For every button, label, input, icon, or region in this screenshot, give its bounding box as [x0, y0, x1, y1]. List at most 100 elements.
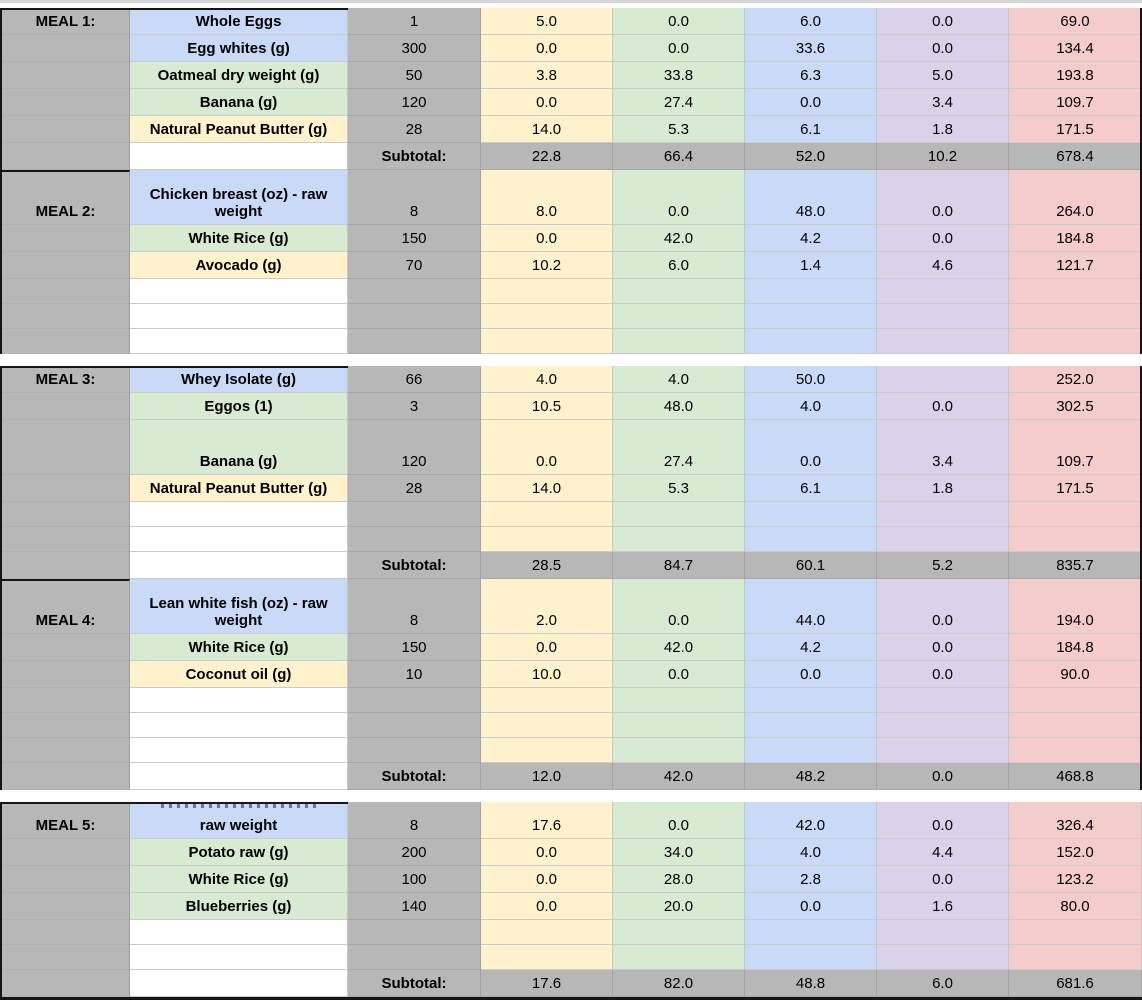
cell-value-4[interactable]: [877, 920, 1009, 945]
cell-value-2[interactable]: [613, 945, 745, 970]
cell-value-1[interactable]: 0.0: [481, 839, 613, 866]
cell-value-5[interactable]: 123.2: [1009, 866, 1142, 893]
cell-meal-column[interactable]: [2, 713, 130, 738]
cell-value-4[interactable]: [877, 688, 1009, 713]
cell-value-4[interactable]: [877, 366, 1009, 393]
cell-food-name[interactable]: [130, 763, 348, 790]
cell-quantity[interactable]: 3: [348, 393, 481, 420]
cell-value-2[interactable]: [613, 527, 745, 552]
cell-value-3[interactable]: 6.1: [745, 475, 877, 502]
cell-value-3[interactable]: 60.1: [745, 552, 877, 579]
cell-value-1[interactable]: 0.0: [481, 634, 613, 661]
cell-value-5[interactable]: 90.0: [1009, 661, 1142, 688]
cell-value-2[interactable]: 0.0: [613, 579, 745, 634]
cell-value-5[interactable]: [1009, 713, 1142, 738]
cell-value-3[interactable]: [745, 304, 877, 329]
cell-value-1[interactable]: [481, 945, 613, 970]
cell-value-2[interactable]: 0.0: [613, 35, 745, 62]
cell-meal-column[interactable]: [2, 304, 130, 329]
cell-value-4[interactable]: 5.2: [877, 552, 1009, 579]
cell-quantity[interactable]: [348, 713, 481, 738]
cell-quantity[interactable]: 8: [348, 579, 481, 634]
cell-value-2[interactable]: [613, 304, 745, 329]
cell-value-2[interactable]: 5.3: [613, 475, 745, 502]
cell-value-2[interactable]: 5.3: [613, 116, 745, 143]
cell-value-5[interactable]: 193.8: [1009, 62, 1142, 89]
cell-value-3[interactable]: 48.0: [745, 170, 877, 225]
cell-quantity[interactable]: 120: [348, 420, 481, 475]
cell-quantity[interactable]: 1: [348, 8, 481, 35]
cell-value-3[interactable]: 6.3: [745, 62, 877, 89]
cell-meal-column[interactable]: [2, 634, 130, 661]
cell-value-2[interactable]: [613, 279, 745, 304]
cell-value-4[interactable]: 0.0: [877, 35, 1009, 62]
cell-meal-column[interactable]: [2, 527, 130, 552]
cell-value-5[interactable]: 835.7: [1009, 552, 1142, 579]
cell-value-5[interactable]: 134.4: [1009, 35, 1142, 62]
cell-value-5[interactable]: 184.8: [1009, 634, 1142, 661]
cell-value-3[interactable]: [745, 527, 877, 552]
cell-food-name[interactable]: White Rice (g): [130, 225, 348, 252]
cell-meal-column[interactable]: [2, 252, 130, 279]
cell-meal-column[interactable]: [2, 738, 130, 763]
cell-meal-column[interactable]: [2, 970, 130, 997]
cell-value-2[interactable]: 48.0: [613, 393, 745, 420]
cell-food-name[interactable]: Potato raw (g): [130, 839, 348, 866]
cell-food-name[interactable]: [130, 143, 348, 170]
cell-value-3[interactable]: 48.8: [745, 970, 877, 997]
cell-value-2[interactable]: [613, 329, 745, 354]
cell-quantity[interactable]: 10: [348, 661, 481, 688]
cell-food-name[interactable]: Whole Eggs: [130, 8, 348, 35]
cell-subtotal-label[interactable]: Subtotal:: [348, 970, 481, 997]
cell-value-4[interactable]: [877, 945, 1009, 970]
cell-value-5[interactable]: 80.0: [1009, 893, 1142, 920]
cell-meal-column[interactable]: [2, 393, 130, 420]
cell-value-4[interactable]: [877, 304, 1009, 329]
cell-quantity[interactable]: [348, 304, 481, 329]
cell-value-5[interactable]: [1009, 920, 1142, 945]
cell-food-name[interactable]: [130, 502, 348, 527]
cell-value-2[interactable]: 28.0: [613, 866, 745, 893]
cell-value-1[interactable]: 5.0: [481, 8, 613, 35]
cell-quantity[interactable]: 28: [348, 475, 481, 502]
cell-value-5[interactable]: 109.7: [1009, 89, 1142, 116]
cell-value-3[interactable]: [745, 713, 877, 738]
cell-food-name[interactable]: Natural Peanut Butter (g): [130, 116, 348, 143]
cell-value-2[interactable]: 4.0: [613, 366, 745, 393]
cell-value-2[interactable]: 84.7: [613, 552, 745, 579]
cell-food-name[interactable]: Banana (g): [130, 89, 348, 116]
cell-value-3[interactable]: 42.0: [745, 802, 877, 839]
cell-value-1[interactable]: [481, 688, 613, 713]
cell-quantity[interactable]: [348, 329, 481, 354]
cell-quantity[interactable]: 150: [348, 634, 481, 661]
cell-food-name[interactable]: [130, 688, 348, 713]
cell-value-5[interactable]: 121.7: [1009, 252, 1142, 279]
cell-value-2[interactable]: [613, 713, 745, 738]
cell-value-4[interactable]: 4.4: [877, 839, 1009, 866]
cell-value-4[interactable]: 0.0: [877, 802, 1009, 839]
cell-food-name[interactable]: Eggos (1): [130, 393, 348, 420]
cell-food-name[interactable]: raw weight: [130, 802, 348, 839]
cell-value-2[interactable]: 42.0: [613, 225, 745, 252]
cell-value-3[interactable]: 1.4: [745, 252, 877, 279]
cell-value-1[interactable]: 14.0: [481, 475, 613, 502]
cell-value-5[interactable]: 184.8: [1009, 225, 1142, 252]
cell-value-3[interactable]: 6.0: [745, 8, 877, 35]
cell-value-2[interactable]: [613, 920, 745, 945]
cell-quantity[interactable]: 100: [348, 866, 481, 893]
cell-food-name[interactable]: [130, 552, 348, 579]
cell-meal-column[interactable]: [2, 35, 130, 62]
cell-value-5[interactable]: 264.0: [1009, 170, 1142, 225]
cell-value-3[interactable]: 4.0: [745, 393, 877, 420]
cell-meal-column[interactable]: [2, 89, 130, 116]
cell-value-1[interactable]: 22.8: [481, 143, 613, 170]
cell-value-1[interactable]: [481, 527, 613, 552]
cell-meal-column[interactable]: [2, 661, 130, 688]
cell-value-3[interactable]: 4.2: [745, 225, 877, 252]
cell-subtotal-label[interactable]: Subtotal:: [348, 143, 481, 170]
cell-subtotal-label[interactable]: Subtotal:: [348, 763, 481, 790]
cell-value-5[interactable]: [1009, 527, 1142, 552]
cell-value-5[interactable]: [1009, 688, 1142, 713]
cell-meal-column[interactable]: [2, 688, 130, 713]
cell-food-name[interactable]: [130, 970, 348, 997]
